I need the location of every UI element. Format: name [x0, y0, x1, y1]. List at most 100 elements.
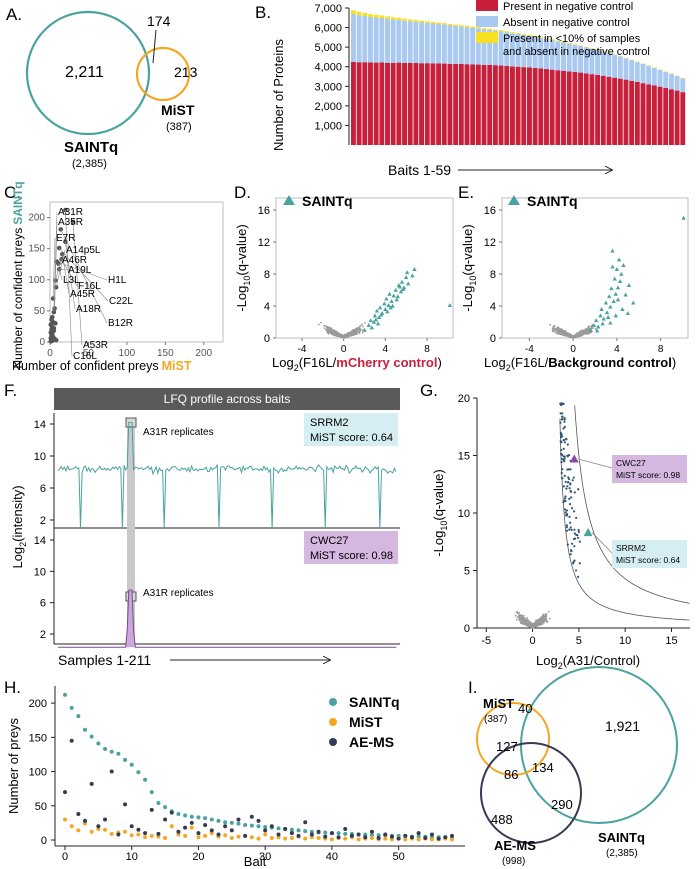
panel-h-mist-point: [316, 835, 321, 840]
panel-b-bar: [464, 25, 470, 28]
panel-f-ytick-top-label: 14: [34, 419, 46, 431]
panel-e-bg-point: [587, 329, 590, 332]
panel-h-aems-point: [336, 835, 341, 840]
panel-h-mist-point: [76, 828, 81, 833]
panel-g-sig-point: [563, 474, 566, 477]
venn-i-saintq-label: SAINTq: [598, 830, 645, 845]
panel-b-ytick-label: 5,000: [314, 42, 342, 54]
panel-f-cwc27-name: CWC27: [310, 535, 349, 547]
panel-f-header-bar: [54, 388, 400, 410]
panel-h-ytick-label: 0: [41, 835, 47, 847]
panel-h-saintq-point: [123, 757, 128, 762]
panel-e-bg-point: [578, 332, 580, 335]
panel-g-sig-point: [565, 529, 569, 532]
panel-g-bg-point: [515, 618, 518, 621]
panel-a: A. 2,211 213 174 MiST (387) SAINTq (2,38…: [6, 5, 198, 170]
panel-e-bg-point: [571, 335, 574, 338]
panel-h-saintq-point: [376, 833, 381, 838]
panel-h-aems-point: [283, 827, 288, 832]
panel-e-saintq-point: [594, 328, 600, 333]
panel-b-bar: [385, 16, 390, 19]
venn-a-overlap-leader: [152, 29, 157, 64]
panel-e-ytick-label: 12: [484, 237, 496, 249]
panel-b-bar: [532, 35, 538, 37]
panel-e-ticks: -4 0 4 8 0 4 8 12 16: [484, 205, 664, 355]
panel-h-saintq-point: [109, 749, 114, 754]
panel-b-bar: [492, 65, 498, 145]
panel-g-sig-point: [560, 433, 563, 436]
panel-h-mist-point: [309, 835, 314, 840]
panel-b-bar: [549, 39, 555, 41]
panel-e-xtick-label: 0: [570, 344, 576, 355]
panel-h-saintq-point: [363, 832, 368, 837]
panel-h-ytick-label: 150: [29, 732, 47, 744]
panel-e-saintq-point: [617, 279, 623, 283]
panel-g-sig-point: [562, 447, 565, 450]
panel-h-mist-point: [209, 831, 214, 836]
panel-h-aems-point: [323, 834, 328, 839]
panel-e-xtick-label: 8: [658, 344, 664, 355]
panel-c-leader: [52, 237, 56, 299]
panel-b-bar: [487, 29, 493, 65]
panel-f-ytick-top-label: 6: [40, 483, 46, 495]
panel-g-bg-point: [526, 617, 528, 619]
panel-f-srrm2-line: [57, 421, 397, 529]
panel-g-sig-point: [566, 443, 569, 446]
panel-b-bar: [651, 67, 657, 86]
panel-g-ticks: -5 0 5 10 15 0 5 10 15 20: [458, 393, 678, 647]
panel-d-saintq-point: [371, 319, 377, 324]
panel-g-sig-point: [564, 511, 567, 514]
panel-c-point-label: E7R: [56, 233, 75, 244]
panel-d-bg-point: [332, 331, 335, 334]
panel-g-sig-point: [565, 526, 568, 529]
panel-h-mist-point: [196, 835, 201, 840]
panel-b-bar: [362, 12, 368, 17]
panel-b-bar: [578, 45, 583, 73]
panel-g-sig-point: [576, 536, 580, 540]
panel-g-sig-point: [563, 420, 566, 423]
panel-h-mist-point: [283, 836, 288, 841]
panel-b-bar: [419, 63, 425, 145]
panel-d-bg-point: [350, 333, 353, 336]
panel-h-saintq-point: [69, 705, 74, 710]
panel-e-bg-point: [562, 331, 565, 334]
panel-h-legend-aems-swatch: [329, 738, 337, 746]
panel-h-aems-point: [309, 832, 314, 837]
panel-b-bar: [674, 76, 680, 91]
panel-d-ytick-label: 8: [264, 269, 270, 281]
panel-b-bar: [481, 28, 487, 30]
venn-i-mist-label: MiST: [483, 696, 514, 711]
panel-h-letter: H.: [4, 678, 21, 697]
panel-e-saintq-point: [593, 318, 599, 323]
panel-d-xlabel-prefix: (F16L/: [299, 355, 337, 370]
panel-c-ytick-label: 200: [28, 213, 45, 224]
panel-h: H. 0 10 20 30 40 50 0 50 100 150 200 SAINTq MiST A…: [4, 678, 465, 869]
panel-d-saintq-point: [447, 303, 453, 307]
panel-d-saintq-point: [400, 287, 406, 291]
panel-e-saintq-point: [609, 286, 614, 291]
panel-g-sig-point: [571, 479, 574, 482]
panel-e-bg-point: [594, 328, 597, 331]
panel-h-xtick-label: 20: [192, 851, 204, 863]
panel-b-bar: [509, 66, 515, 145]
panel-d-bg-point: [327, 329, 330, 332]
panel-d-bg-point: [326, 328, 329, 330]
panel-h-mist-point: [303, 836, 308, 841]
panel-e-saintq-point: [604, 310, 610, 315]
panel-f-replicates-top: A31R replicates: [143, 427, 214, 438]
panel-b-bar: [356, 62, 362, 145]
panel-g-bg-point: [531, 625, 533, 627]
panel-b-ytick-label: 7,000: [314, 3, 342, 15]
venn-i-aems-label: AE-MS: [494, 838, 536, 853]
panel-g-bg-point: [518, 617, 520, 619]
panel-g-bg-point: [521, 617, 524, 620]
panel-h-saintq-point: [336, 831, 341, 836]
panel-c-ytick-label: 150: [28, 244, 45, 255]
panel-g-sig-point: [564, 480, 567, 484]
panel-b-bar: [544, 38, 549, 70]
venn-i-saintq-count: (2,385): [606, 848, 638, 859]
panel-h-aems-point: [76, 811, 81, 816]
panel-g-sig-point: [562, 438, 566, 442]
panel-h-legend-mist-swatch: [329, 718, 337, 726]
